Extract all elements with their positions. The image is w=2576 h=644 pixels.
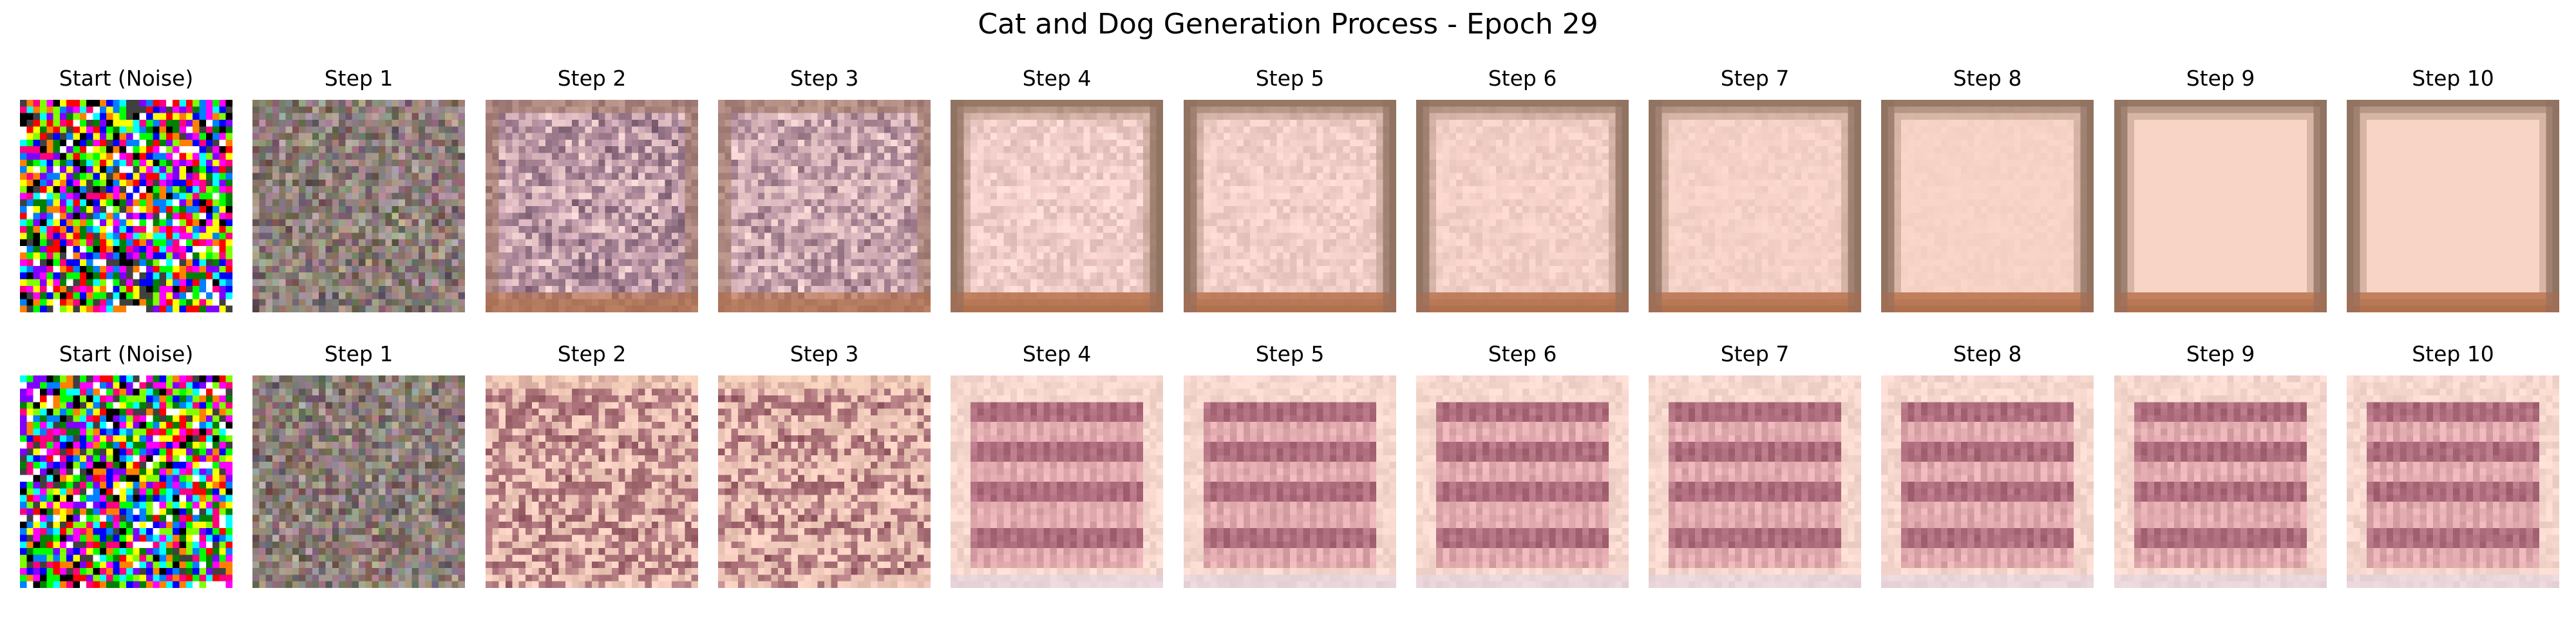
panel-title: Step 4 (1022, 66, 1092, 91)
generated-image (1649, 375, 1861, 588)
generated-image (1416, 100, 1629, 312)
generation-panel: Step 10 (2347, 64, 2559, 322)
panel-title: Start (Noise) (59, 341, 194, 366)
generated-image (2347, 100, 2559, 312)
panel-title: Step 2 (557, 341, 627, 366)
panel-title: Step 10 (2412, 66, 2494, 91)
panel-title: Step 7 (1720, 66, 1790, 91)
generation-panel: Step 5 (1184, 64, 1396, 322)
generated-image (1649, 100, 1861, 312)
panel-title: Step 9 (2186, 341, 2255, 366)
generated-image (252, 375, 465, 588)
panel-title: Step 9 (2186, 66, 2255, 91)
generation-panel: Step 7 (1649, 64, 1861, 322)
generation-row-2: Start (Noise) Step 1 Step 2 Step 3 Step 4 Ste… (0, 340, 2576, 598)
generation-panel: Step 1 (252, 64, 465, 322)
panel-title: Step 5 (1255, 66, 1325, 91)
generation-panel: Step 1 (252, 340, 465, 598)
generation-row-1: Start (Noise) Step 1 Step 2 Step 3 Step 4 Ste… (0, 64, 2576, 322)
generation-panel: Step 4 (951, 340, 1163, 598)
generation-panel: Step 3 (718, 64, 931, 322)
generation-panel: Step 7 (1649, 340, 1861, 598)
generation-panel: Step 2 (486, 64, 698, 322)
generated-image (1184, 100, 1396, 312)
panel-title: Step 5 (1255, 341, 1325, 366)
generated-image (951, 100, 1163, 312)
generation-panel: Start (Noise) (20, 340, 232, 598)
generated-image (20, 100, 232, 312)
generation-panel: Step 9 (2114, 340, 2327, 598)
generated-image (1416, 375, 1629, 588)
generation-panel: Step 4 (951, 64, 1163, 322)
generation-panel: Step 6 (1416, 64, 1629, 322)
generated-image (2114, 100, 2327, 312)
generated-image (20, 375, 232, 588)
generation-panel: Start (Noise) (20, 64, 232, 322)
generation-panel: Step 9 (2114, 64, 2327, 322)
generation-panel: Step 6 (1416, 340, 1629, 598)
generated-image (486, 100, 698, 312)
generated-image (951, 375, 1163, 588)
generation-panel: Step 2 (486, 340, 698, 598)
generated-image (718, 375, 931, 588)
panel-title: Step 10 (2412, 341, 2494, 366)
generation-panel: Step 8 (1881, 340, 2094, 598)
figure-title: Cat and Dog Generation Process - Epoch 2… (978, 8, 1598, 41)
generated-image (718, 100, 931, 312)
generation-panel: Step 8 (1881, 64, 2094, 322)
generated-image (1881, 375, 2094, 588)
panel-title: Step 3 (790, 66, 859, 91)
generation-panel: Step 10 (2347, 340, 2559, 598)
generated-image (486, 375, 698, 588)
panel-title: Step 6 (1488, 341, 1557, 366)
generated-image (2114, 375, 2327, 588)
panel-title: Step 4 (1022, 341, 1092, 366)
generated-image (2347, 375, 2559, 588)
generation-panel: Step 3 (718, 340, 931, 598)
generation-panel: Step 5 (1184, 340, 1396, 598)
panel-title: Start (Noise) (59, 66, 194, 91)
generated-image (1881, 100, 2094, 312)
panel-title: Step 6 (1488, 66, 1557, 91)
panel-title: Step 7 (1720, 341, 1790, 366)
generated-image (1184, 375, 1396, 588)
panel-title: Step 2 (557, 66, 627, 91)
panel-title: Step 1 (324, 66, 393, 91)
generated-image (252, 100, 465, 312)
panel-title: Step 1 (324, 341, 393, 366)
panel-title: Step 8 (1953, 66, 2022, 91)
panel-title: Step 8 (1953, 341, 2022, 366)
panel-title: Step 3 (790, 341, 859, 366)
